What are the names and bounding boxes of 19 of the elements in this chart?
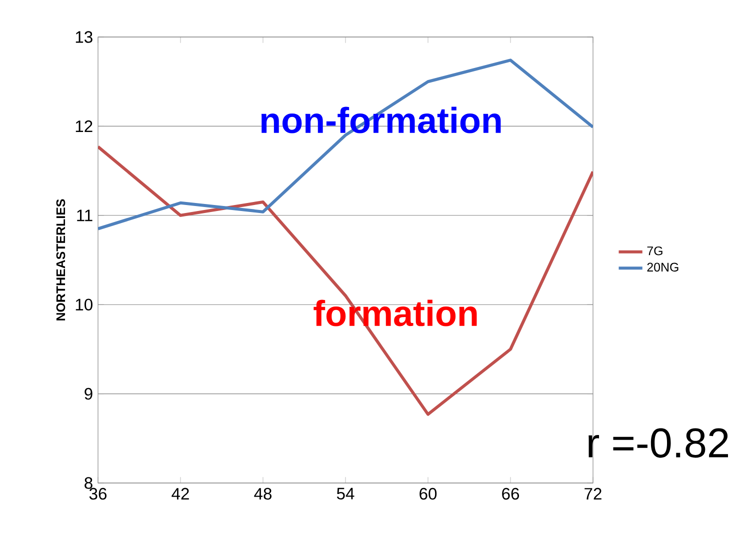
y-axis-title: NORTHEASTERLIES [56, 199, 66, 320]
x-tick-label: 66 [502, 488, 520, 500]
line-series [98, 145, 593, 416]
legend-label: 20NG [647, 262, 678, 272]
y-tick-label: 12 [76, 120, 92, 132]
x-tick-label: 54 [336, 488, 354, 500]
y-tick-label: 8 [84, 477, 92, 489]
y-tick-label: 10 [76, 298, 92, 310]
x-tick-label: 72 [584, 488, 602, 500]
x-tick-label: 48 [254, 488, 272, 500]
y-tick-label: 13 [76, 31, 92, 43]
line-series [98, 58, 593, 230]
x-tick-label: 36 [89, 488, 107, 500]
y-tick-label: 9 [84, 388, 92, 400]
annotation: r =-0.82 [588, 428, 728, 458]
y-tick-label: 11 [77, 210, 92, 222]
x-tick-label: 42 [172, 488, 189, 500]
legend-label: 7G [647, 246, 662, 256]
x-tick-label: 60 [420, 488, 437, 500]
